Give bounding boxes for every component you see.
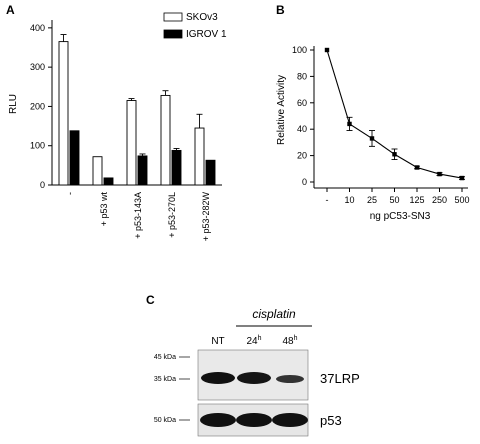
panel-b-x-tick-label: 125	[409, 195, 424, 205]
panel-b-point	[347, 121, 352, 127]
marker-35kda: 35 kDa	[154, 376, 176, 383]
panel-a-legend: SKOv3 IGROV 1	[163, 12, 227, 40]
panel-a-y-ticks: 0 100 200 300 400	[30, 23, 52, 190]
panel-b-point	[369, 136, 375, 141]
bar-skov3	[160, 94, 171, 186]
panel-a-axes	[51, 20, 222, 186]
legend-swatch-skov3	[163, 12, 183, 22]
lane-label-nt: NT	[211, 336, 224, 347]
panel-b-y-axis-title: Relative Activity	[276, 75, 287, 145]
cisplatin-label: cisplatin	[252, 307, 296, 321]
band-37lrp-nt	[201, 372, 235, 384]
bar-skov3	[92, 156, 103, 186]
bar-igrov1	[205, 159, 216, 186]
panel-b-x-tick-label: 10	[344, 195, 354, 205]
panel-b-y-tick-label: 0	[302, 177, 307, 187]
panel-b-y-tick-label: 60	[297, 98, 307, 108]
panel-b-letter: B	[276, 3, 285, 17]
panel-b-point	[392, 152, 397, 157]
bar-igrov1	[171, 149, 182, 186]
bar-igrov1	[103, 177, 114, 186]
panel-b-point	[324, 47, 330, 53]
panel-a-y-tick-label: 0	[40, 180, 45, 190]
band-label-p53: p53	[320, 413, 342, 428]
panel-b-x-axis-title: ng pC53-SN3	[370, 211, 431, 222]
panel-b-y-ticks: 0 20 40 60 80 100	[292, 45, 314, 187]
panel-a-x-tick-label: + p53 wt	[99, 192, 109, 227]
lane-label-24h: 24h	[246, 335, 261, 347]
bar-igrov1	[137, 155, 148, 186]
panel-b: B Relative Activity 0 20 40 60 80 100 - 10 25 50…	[276, 3, 470, 222]
bar-igrov1	[69, 130, 80, 186]
panel-b-point	[414, 165, 420, 170]
panel-a-letter: A	[6, 3, 15, 17]
panel-b-point	[437, 171, 442, 177]
panel-b-x-tick-label: 500	[454, 195, 469, 205]
panel-a-x-tick-labels: - + p53 wt + p53-143A + p53-270L + p53-282W	[65, 191, 211, 241]
panel-a-y-axis-title: RLU	[8, 94, 19, 114]
band-p53-nt	[200, 413, 236, 427]
bar-skov3	[58, 41, 69, 186]
marker-50kda: 50 kDa	[154, 417, 176, 424]
panel-b-x-tick-label: 25	[367, 195, 377, 205]
panel-b-point	[459, 175, 465, 181]
panel-b-y-tick-label: 40	[297, 124, 307, 134]
panel-b-x-tick-labels: - 10 25 50 125 250 500	[326, 188, 470, 205]
panel-b-y-tick-label: 100	[292, 45, 307, 55]
panel-a-y-tick-label: 100	[30, 141, 45, 151]
panel-a-x-tick-label: + p53-282W	[201, 191, 211, 241]
panel-a-x-tick-label: + p53-143A	[133, 192, 143, 239]
legend-label-igrov1: IGROV 1	[186, 29, 227, 40]
bar-skov3	[126, 100, 137, 186]
panel-a-y-tick-label: 200	[30, 101, 45, 111]
panel-c-letter: C	[146, 293, 155, 307]
band-label-37lrp: 37LRP	[320, 371, 360, 386]
marker-45kda: 45 kDa	[154, 354, 176, 361]
panel-b-y-tick-label: 20	[297, 151, 307, 161]
panel-b-x-tick-label: 250	[432, 195, 447, 205]
bar-skov3	[194, 127, 205, 186]
legend-label-skov3: SKOv3	[186, 12, 218, 23]
panel-b-x-tick-label: 50	[389, 195, 399, 205]
panel-a: A RLU 0 100 200 300 400 - + p53 wt + p53-143A +…	[6, 3, 227, 241]
panel-a-y-tick-label: 400	[30, 23, 45, 33]
panel-b-axes	[313, 46, 468, 189]
panel-a-bars	[58, 34, 216, 186]
panel-b-series	[324, 47, 465, 181]
panel-b-x-tick-label: -	[326, 195, 329, 205]
band-37lrp-24h	[237, 372, 271, 384]
band-p53-48h	[272, 413, 308, 427]
panel-a-y-tick-label: 300	[30, 62, 45, 72]
band-p53-24h	[236, 413, 272, 427]
panel-c: C cisplatin NT 24h 48h 45 kDa 35 kDa 37L…	[146, 293, 360, 437]
panel-a-x-tick-label: + p53-270L	[167, 192, 177, 238]
legend-swatch-igrov1	[163, 29, 183, 39]
lane-label-48h: 48h	[282, 335, 297, 347]
panel-b-y-tick-label: 80	[297, 71, 307, 81]
band-37lrp-48h	[276, 375, 304, 383]
panel-a-x-tick-label: -	[65, 192, 75, 195]
